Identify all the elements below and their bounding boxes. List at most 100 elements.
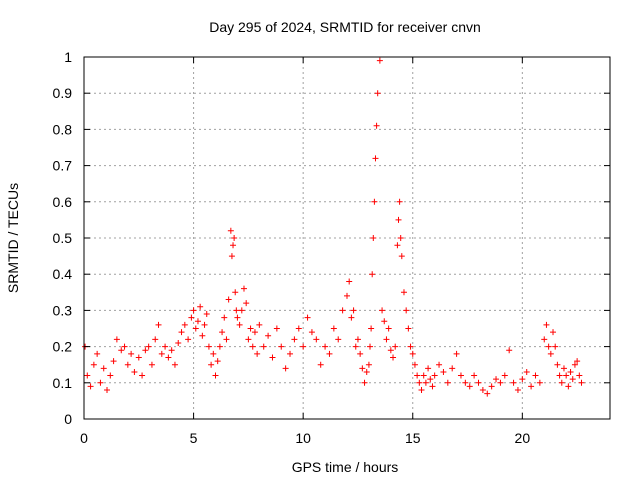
chart-title: Day 295 of 2024, SRMTID for receiver cnv… <box>209 19 481 35</box>
data-point <box>348 314 355 321</box>
data-point <box>479 387 486 394</box>
data-point <box>142 347 149 354</box>
data-point <box>371 198 378 205</box>
x-tick-label: 5 <box>190 430 198 446</box>
data-point <box>431 372 438 379</box>
data-point <box>409 350 416 357</box>
data-point <box>313 336 320 343</box>
data-point <box>350 307 357 314</box>
data-point <box>552 343 559 350</box>
data-point <box>203 311 210 318</box>
data-point <box>383 336 390 343</box>
data-point <box>322 343 329 350</box>
data-point <box>87 383 94 390</box>
data-point <box>510 379 517 386</box>
y-tick-label: 1 <box>64 49 72 65</box>
data-point <box>576 372 583 379</box>
data-point <box>370 235 377 241</box>
x-axis-ticks: 0 5 10 15 20 <box>80 57 530 446</box>
data-point <box>567 368 574 375</box>
data-point <box>251 329 258 336</box>
data-point <box>227 227 234 234</box>
data-point <box>221 314 228 321</box>
y-tick-label: 0.2 <box>53 339 73 355</box>
y-axis-label: SRMTID / TECUs <box>5 183 21 293</box>
data-point <box>256 321 263 328</box>
data-point <box>376 57 383 64</box>
data-point <box>536 379 543 386</box>
data-point <box>131 368 138 375</box>
data-point <box>466 383 473 390</box>
x-tick-label: 20 <box>515 430 531 446</box>
data-point <box>228 253 235 260</box>
data-point <box>232 289 239 296</box>
data-point <box>190 307 197 314</box>
data-point <box>367 343 374 350</box>
data-point <box>390 354 397 361</box>
data-point <box>104 387 111 394</box>
data-point <box>139 372 146 379</box>
data-point <box>344 292 350 299</box>
data-point <box>145 343 152 350</box>
x-tick-label: 0 <box>80 430 88 446</box>
x-tick-label: 10 <box>295 430 311 446</box>
data-point <box>240 285 247 292</box>
data-point <box>411 361 418 368</box>
data-point <box>429 383 436 390</box>
data-point <box>425 365 432 372</box>
data-point <box>462 379 469 386</box>
data-point <box>234 314 241 321</box>
data-point <box>97 379 104 386</box>
data-point <box>396 198 403 205</box>
data-point <box>192 325 199 332</box>
data-point <box>519 376 526 383</box>
data-point <box>395 216 402 223</box>
data-point <box>135 354 142 361</box>
x-tick-label: 15 <box>405 430 421 446</box>
data-point <box>185 336 192 343</box>
data-point <box>339 307 346 314</box>
data-point <box>475 379 482 386</box>
data-point <box>523 368 530 375</box>
data-point <box>245 336 252 343</box>
data-point <box>550 329 557 336</box>
data-point <box>372 155 379 162</box>
data-point <box>335 336 342 343</box>
data-point <box>238 307 245 314</box>
y-tick-label: 0.6 <box>53 194 73 210</box>
data-point <box>547 350 554 357</box>
data-point <box>414 372 421 379</box>
data-point <box>181 321 188 328</box>
data-point <box>326 350 333 357</box>
data-point <box>403 307 410 314</box>
data-point <box>543 321 550 328</box>
data-point <box>457 372 464 379</box>
data-point <box>308 329 315 336</box>
data-point <box>254 350 261 357</box>
data-point <box>385 325 392 332</box>
data-point <box>219 329 226 336</box>
data-point <box>352 343 359 350</box>
data-point <box>171 361 178 368</box>
data-point <box>374 90 381 97</box>
data-point <box>354 336 361 343</box>
data-point <box>484 390 491 397</box>
data-point <box>449 365 456 372</box>
data-point <box>225 296 232 303</box>
data-point <box>405 325 412 332</box>
data-point <box>514 387 521 394</box>
data-point <box>243 300 250 307</box>
y-tick-label: 0.4 <box>53 266 73 282</box>
data-point <box>165 354 172 361</box>
data-point <box>365 361 372 368</box>
data-point <box>560 365 567 372</box>
data-point <box>556 372 563 379</box>
y-tick-label: 0.3 <box>53 302 73 318</box>
data-point <box>554 361 561 368</box>
data-point <box>317 361 324 368</box>
data-point <box>291 336 298 343</box>
data-point <box>418 387 425 394</box>
data-point <box>223 336 230 343</box>
data-point <box>212 372 219 379</box>
